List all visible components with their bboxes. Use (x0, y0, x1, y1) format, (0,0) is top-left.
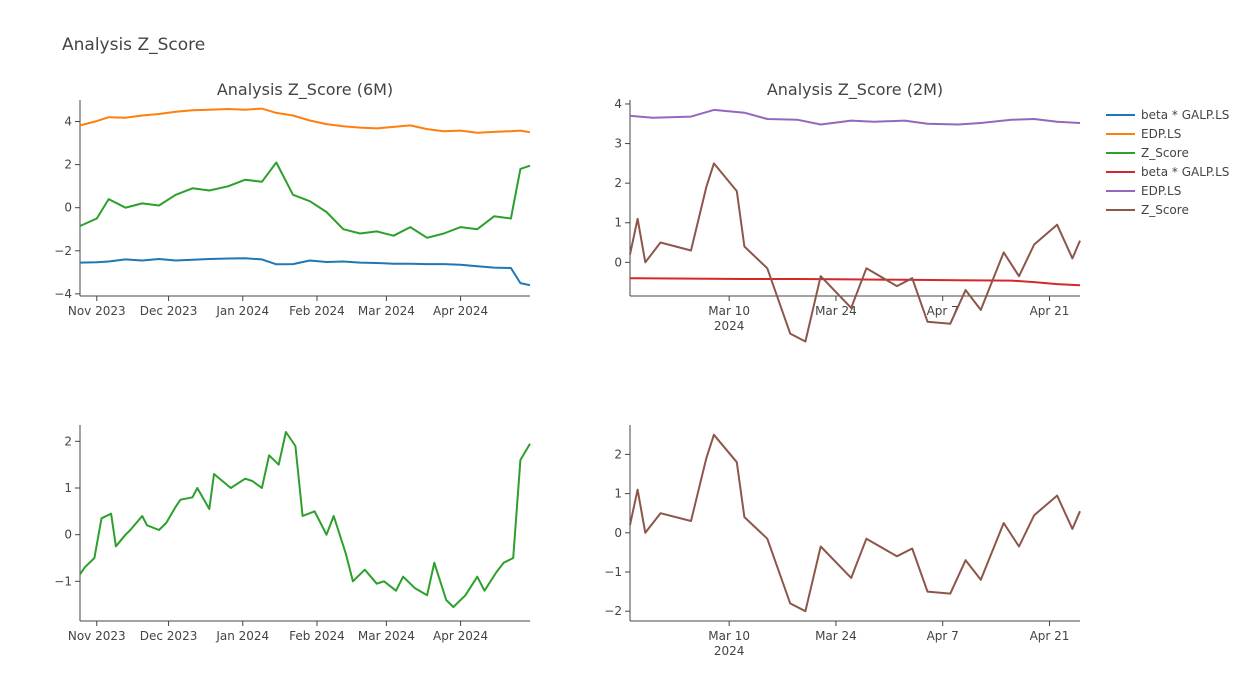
y-tick-label: 4 (614, 97, 622, 111)
legend-item[interactable]: Z_Score (1106, 146, 1189, 160)
y-tick-label: 1 (64, 481, 72, 495)
series-line-edp-ls (629, 108, 1081, 126)
subplot-title: Analysis Z_Score (2M) (767, 80, 943, 100)
x-tick-label: Jan 2024 (215, 304, 269, 318)
legend-item[interactable]: Z_Score (1106, 203, 1189, 217)
x-tick-label: Feb 2024 (289, 304, 345, 318)
y-tick-label: 0 (614, 255, 622, 269)
x-tick-label: Apr 7 (927, 629, 959, 643)
subplot-title: Analysis Z_Score (6M) (217, 80, 393, 100)
x-tick-label: Apr 21 (1030, 304, 1070, 318)
x-tick-label: Apr 21 (1030, 629, 1070, 643)
x-tick-label: Apr 7 (927, 304, 959, 318)
y-tick-label: 2 (614, 447, 622, 461)
subplot-4: −2 −1 0 1 2 Mar 10 Mar 24 Apr 7 Apr 21 2024 (604, 425, 1081, 658)
page-title: Analysis Z_Score (62, 35, 205, 55)
legend-item[interactable]: EDP.LS (1106, 127, 1181, 141)
x-axis-year-label: 2024 (714, 644, 745, 658)
x-tick-label: Mar 10 (708, 304, 750, 318)
legend-label: EDP.LS (1141, 184, 1181, 198)
series-line-edp-ls (79, 107, 531, 134)
x-tick-label: Apr 2024 (433, 304, 488, 318)
series-line-beta-galp-ls (79, 257, 531, 287)
legend-item[interactable]: beta * GALP.LS (1106, 165, 1229, 179)
x-tick-label: Nov 2023 (68, 629, 126, 643)
x-tick-label: Feb 2024 (289, 629, 345, 643)
y-tick-label: −2 (604, 604, 622, 618)
legend-label: beta * GALP.LS (1141, 165, 1229, 179)
x-tick-label: Mar 2024 (358, 304, 415, 318)
y-tick-label: 1 (614, 487, 622, 501)
series-line-z-score (79, 161, 531, 239)
series-line-z-score (79, 431, 531, 608)
y-tick-label: 2 (64, 434, 72, 448)
chart-panels: Analysis Z_Score (6M) −4 −2 0 2 4 Nov 2023 Dec … (54, 80, 1081, 658)
subplot-1: Analysis Z_Score (6M) −4 −2 0 2 4 Nov 2023 Dec … (54, 80, 531, 318)
y-tick-label: 0 (614, 526, 622, 540)
y-tick-label: 2 (64, 158, 72, 172)
y-tick-label: −1 (604, 565, 622, 579)
x-tick-label: Mar 24 (815, 629, 857, 643)
x-axis-year-label: 2024 (714, 319, 745, 333)
legend-label: Z_Score (1141, 146, 1189, 160)
legend-item[interactable]: beta * GALP.LS (1106, 108, 1229, 122)
y-tick-label: 0 (64, 201, 72, 215)
x-tick-label: Dec 2023 (140, 629, 198, 643)
y-tick-label: −4 (54, 287, 72, 301)
y-tick-label: −2 (54, 244, 72, 258)
y-tick-label: 4 (64, 115, 72, 129)
x-tick-label: Apr 2024 (433, 629, 488, 643)
subplot-2: Analysis Z_Score (2M) 0 1 2 3 4 Mar 10 Mar 24 Ap… (614, 80, 1081, 343)
x-tick-label: Mar 2024 (358, 629, 415, 643)
series-line-beta-galp-ls (629, 277, 1081, 287)
y-tick-label: −1 (54, 574, 72, 588)
x-tick-label: Jan 2024 (215, 629, 269, 643)
subplot-3: −1 0 1 2 Nov 2023 Dec 2023 Jan 2024 Feb 2024 Mar… (54, 425, 531, 643)
series-line-z-score (629, 162, 1081, 343)
series-line-z-score (629, 433, 1081, 613)
x-tick-label: Dec 2023 (140, 304, 198, 318)
x-tick-label: Nov 2023 (68, 304, 126, 318)
x-tick-label: Mar 24 (815, 304, 857, 318)
y-tick-label: 2 (614, 176, 622, 190)
legend-label: Z_Score (1141, 203, 1189, 217)
legend-label: beta * GALP.LS (1141, 108, 1229, 122)
y-tick-label: 1 (614, 216, 622, 230)
x-tick-label: Mar 10 (708, 629, 750, 643)
legend-item[interactable]: EDP.LS (1106, 184, 1181, 198)
legend-label: EDP.LS (1141, 127, 1181, 141)
y-tick-label: 0 (64, 528, 72, 542)
y-tick-label: 3 (614, 137, 622, 151)
